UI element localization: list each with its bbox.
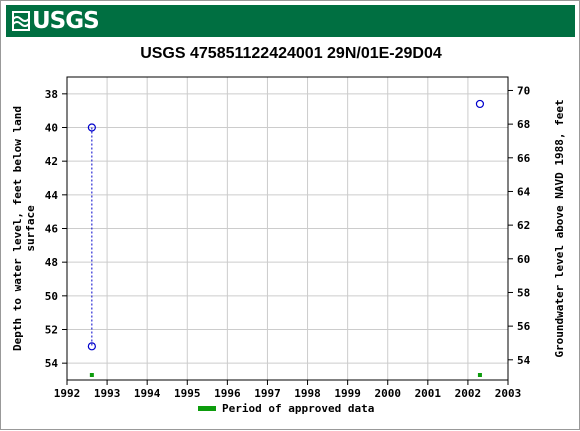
y-axis-right-label: Groundwater level above NAVD 1988, feet [553, 99, 566, 357]
legend-label: Period of approved data [222, 402, 375, 415]
y-right-tick-label: 58 [517, 286, 530, 299]
x-tick-label: 1994 [134, 387, 161, 400]
grid-lines [66, 77, 509, 380]
y-right-tick-label: 70 [517, 84, 530, 97]
data-point [475, 99, 485, 109]
data-series [87, 99, 485, 377]
data-point [87, 123, 96, 132]
usgs-logo-text: USGS [32, 8, 100, 34]
y-left-tick-label: 46 [45, 223, 59, 236]
y-left-tick-label: 40 [45, 122, 58, 135]
approved-period-marker [477, 373, 482, 377]
x-tick-label: 1993 [94, 387, 121, 400]
y-right-tick-label: 66 [517, 152, 531, 165]
x-tick-label: 1992 [54, 387, 81, 400]
chart-title: USGS 475851122424001 29N/01E-29D04 [140, 45, 442, 62]
y-left-tick-label: 48 [45, 256, 58, 269]
y-right-tick-label: 64 [517, 185, 531, 198]
y-left-tick-label: 54 [45, 357, 59, 370]
legend-swatch-approved [198, 406, 216, 411]
y-left-tick-label: 52 [45, 324, 58, 337]
x-tick-label: 1996 [214, 387, 241, 400]
y-axis-left-label: Depth to water level, feet below landsur… [11, 106, 37, 351]
y-left-tick-label: 50 [45, 290, 58, 303]
y-axis-left-label-line: surface [24, 205, 37, 252]
y-left-tick-label: 42 [45, 155, 58, 168]
y-axis-left-label-line: Depth to water level, feet below land [11, 106, 24, 351]
x-tick-label: 2000 [374, 387, 401, 400]
data-point [87, 342, 96, 351]
y-left-tick-label: 44 [45, 189, 59, 202]
x-tick-label: 1999 [334, 387, 361, 400]
y-left-tick-label: 38 [45, 88, 58, 101]
x-tick-label: 1998 [294, 387, 321, 400]
x-tick-label: 1995 [174, 387, 201, 400]
y-right-tick-label: 60 [517, 253, 530, 266]
y-right-tick-label: 68 [517, 118, 530, 131]
x-tick-label: 2002 [455, 387, 482, 400]
y-right-tick-label: 56 [517, 320, 531, 333]
approved-period-marker [89, 373, 94, 377]
y-right-tick-label: 62 [517, 219, 530, 232]
legend: Period of approved data [198, 402, 374, 415]
x-tick-label: 2003 [495, 387, 522, 400]
x-tick-label: 1997 [254, 387, 281, 400]
x-tick-label: 2001 [415, 387, 442, 400]
usgs-logo[interactable]: USGS [12, 8, 100, 34]
usgs-banner: USGS [6, 5, 575, 37]
axis-ticks: 1992 1993 1994 1995 1996 1997 1998 1999 2000 2001… [45, 84, 531, 400]
usgs-wave-icon [12, 11, 30, 31]
y-right-tick-label: 54 [517, 354, 531, 367]
